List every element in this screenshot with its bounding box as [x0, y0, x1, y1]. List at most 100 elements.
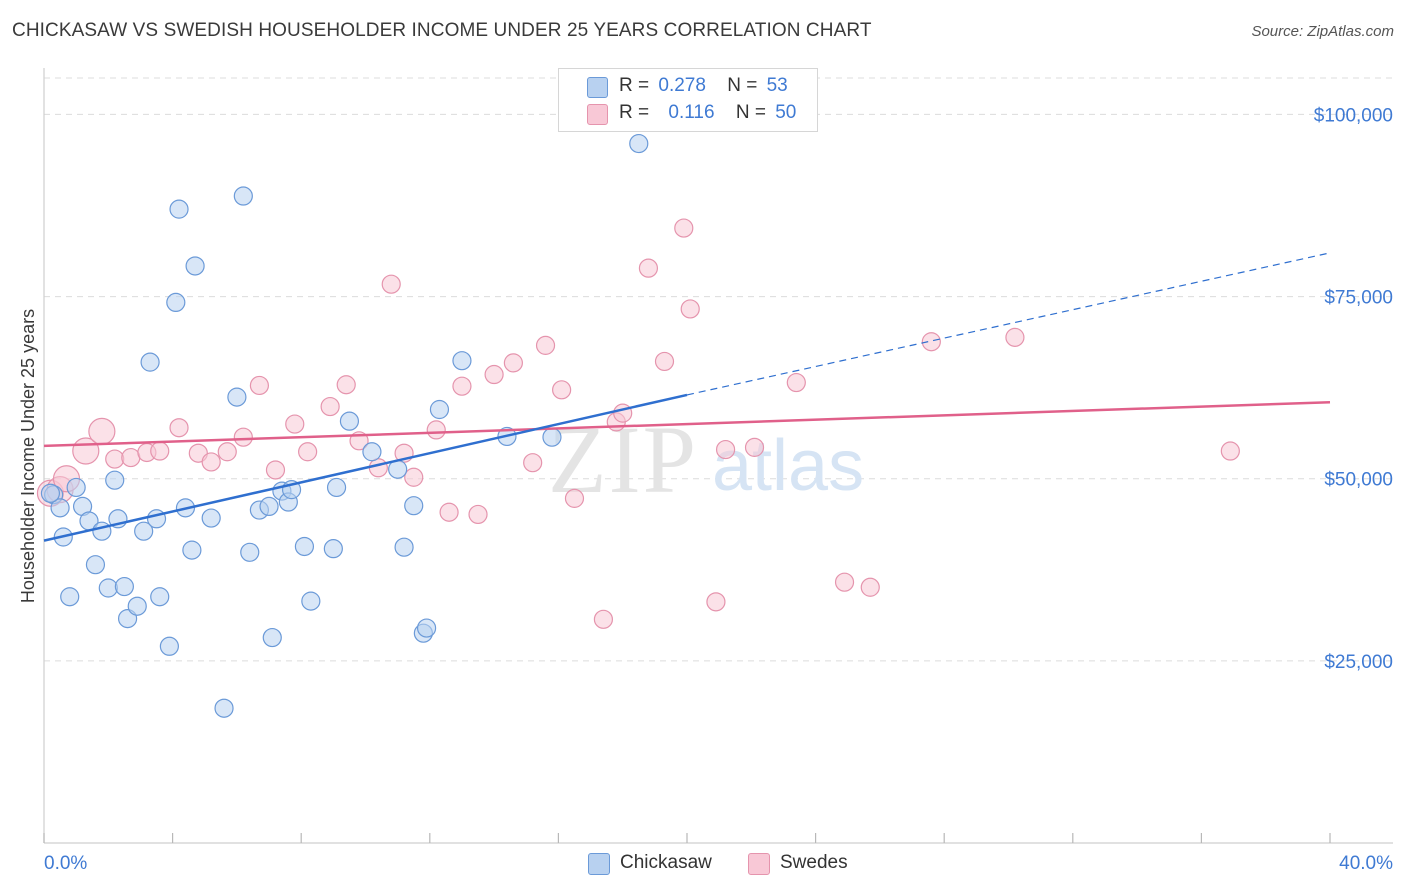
chickasaw-point: [362, 442, 382, 462]
swedes-point: [834, 572, 855, 592]
legend-r-label: R =: [619, 75, 650, 96]
chickasaw-point: [240, 542, 260, 562]
swedes-point: [320, 396, 340, 417]
chickasaw-point: [214, 698, 234, 718]
chickasaw-point: [50, 498, 70, 518]
chickasaw-point: [159, 636, 179, 656]
swedes-point: [452, 376, 472, 396]
swedes-point: [1220, 441, 1240, 461]
swedes-legend-label: Swedes: [780, 852, 848, 873]
chickasaw-swatch: [587, 77, 608, 98]
swedes-n-value: 50: [775, 102, 797, 123]
swedes-point: [381, 274, 401, 294]
swedes-point: [426, 420, 446, 440]
swedes-point: [674, 218, 694, 238]
swedes-point: [484, 364, 504, 385]
chickasaw-point: [326, 477, 347, 498]
swedes-swatch: [587, 104, 608, 125]
chickasaw-trendline-extension: [686, 252, 1331, 396]
trendlines: [43, 252, 1331, 542]
chickasaw-trendline: [43, 393, 688, 542]
swedes-point: [593, 609, 614, 629]
chickasaw-point: [169, 199, 189, 219]
swedes-point: [368, 458, 388, 478]
swedes-point: [715, 439, 736, 460]
correlation-legend: R = 0.278 N = 53 R = 0.116 N = 50: [558, 68, 818, 132]
swedes-point: [249, 375, 270, 396]
chickasaw-point: [416, 618, 437, 638]
swedes-point: [298, 442, 318, 462]
legend-r-label: R =: [619, 102, 650, 123]
chickasaw-point: [127, 596, 147, 616]
chickasaw-n-value: 53: [766, 75, 788, 96]
chickasaw-point: [134, 521, 154, 541]
y-tick-labels: $25,000 $50,000 $75,000 $100,000: [1314, 105, 1393, 672]
swedes-point: [552, 380, 572, 400]
swedes-point: [654, 351, 675, 372]
watermark-atlas: atlas: [712, 426, 864, 506]
chart-title: CHICKASAW VS SWEDISH HOUSEHOLDER INCOME …: [12, 20, 872, 41]
chickasaw-point: [339, 411, 360, 431]
y-axis-label: Householder Income Under 25 years: [18, 309, 38, 603]
swedes-point: [503, 353, 523, 373]
chickasaw-point: [105, 470, 125, 490]
swedes-point: [468, 504, 488, 525]
swedes-point: [233, 427, 253, 447]
chickasaw-point: [60, 587, 80, 607]
swedes-r-value: 0.116: [668, 102, 715, 123]
swedes-trendline: [43, 400, 1331, 448]
chickasaw-legend-label: Chickasaw: [620, 852, 712, 873]
swedes-point: [121, 447, 141, 468]
swedes-point: [336, 375, 356, 395]
legend-n-label: N =: [735, 102, 766, 123]
swedes-point: [88, 417, 116, 445]
chickasaw-point: [542, 427, 562, 447]
source-label: Source: ZipAtlas.com: [1251, 23, 1394, 40]
swedes-point: [706, 592, 726, 612]
gridlines: [44, 77, 1393, 662]
x-tick-label-max: 40.0%: [1339, 853, 1393, 874]
swedes-point: [786, 372, 806, 393]
chickasaw-point: [429, 399, 450, 420]
y-tick-label: $25,000: [1324, 652, 1393, 673]
chickasaw-point: [262, 627, 282, 648]
chickasaw-point: [201, 508, 221, 528]
swedes-point: [564, 488, 585, 508]
swedes-point: [105, 449, 125, 469]
chickasaw-point: [66, 477, 86, 498]
swedes-point: [860, 577, 880, 597]
chickasaw-point: [85, 555, 106, 575]
chickasaw-point: [227, 387, 247, 407]
chickasaw-point: [98, 578, 118, 598]
axes: [43, 68, 1393, 844]
chickasaw-legend-swatch: [588, 853, 610, 875]
chickasaw-point: [150, 587, 170, 607]
y-tick-label: $100,000: [1314, 105, 1393, 126]
swedes-point: [1005, 327, 1025, 347]
swedes-point: [169, 418, 189, 438]
swedes-point: [523, 453, 543, 473]
chickasaw-point: [404, 496, 424, 516]
chickasaw-point: [294, 536, 315, 557]
swedes-point: [404, 467, 424, 487]
y-tick-label: $75,000: [1324, 288, 1393, 309]
legend-n-label: N =: [727, 75, 758, 96]
watermark: ZIP atlas: [548, 406, 864, 513]
chickasaw-point: [233, 186, 253, 206]
chickasaw-points: [40, 133, 649, 718]
y-tick-label: $50,000: [1324, 470, 1393, 491]
chickasaw-point: [259, 496, 279, 516]
chickasaw-r-value: 0.278: [658, 75, 706, 96]
chickasaw-point: [140, 352, 160, 372]
chickasaw-point: [452, 351, 472, 371]
swedes-point: [439, 502, 459, 522]
chickasaw-point: [394, 537, 414, 557]
swedes-point: [217, 442, 237, 462]
swedes-point: [744, 437, 765, 457]
swedes-point: [680, 299, 700, 319]
chickasaw-point: [182, 540, 202, 560]
chickasaw-point: [629, 133, 649, 154]
chickasaw-point: [185, 256, 205, 276]
swedes-point: [265, 460, 286, 480]
swedes-point: [921, 332, 941, 352]
